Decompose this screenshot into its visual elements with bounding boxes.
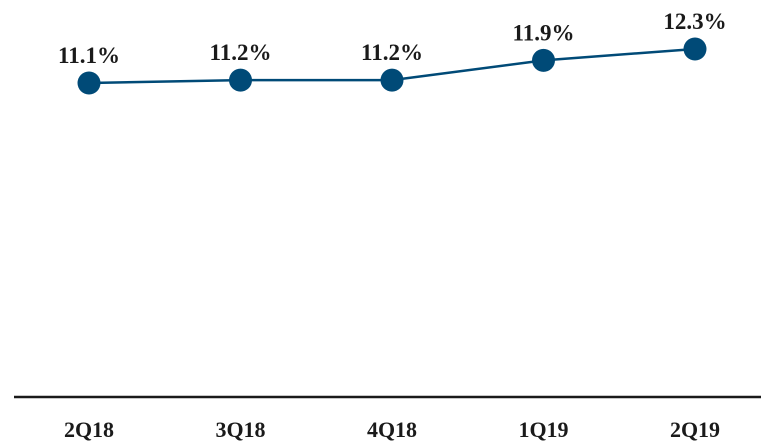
x-tick-label: 2Q18 xyxy=(64,417,114,442)
data-point-marker xyxy=(532,48,555,72)
series-line-segment xyxy=(543,47,696,62)
series-line-segment xyxy=(391,59,544,82)
x-tick-label-layer: 2Q18 3Q18 4Q18 1Q19 2Q19 xyxy=(64,417,720,442)
data-label: 12.3% xyxy=(663,9,726,34)
x-tick-label: 1Q19 xyxy=(518,417,568,442)
data-point-marker xyxy=(683,37,707,61)
data-label-layer: 11.1% 11.2% 11.2% 11.9% 12.3% xyxy=(58,9,727,68)
series-layer xyxy=(88,47,696,85)
x-tick-label: 4Q18 xyxy=(367,417,417,442)
data-point-marker xyxy=(229,68,252,92)
x-tick-label: 3Q18 xyxy=(215,417,265,442)
series-line-segment xyxy=(88,78,241,85)
data-label: 11.9% xyxy=(513,20,575,45)
data-point-marker xyxy=(380,68,404,92)
data-label: 11.1% xyxy=(58,43,120,68)
marker-layer xyxy=(77,37,707,95)
data-label: 11.2% xyxy=(210,40,272,65)
x-tick-label: 2Q19 xyxy=(670,417,720,442)
data-label: 11.2% xyxy=(361,40,423,65)
data-point-marker xyxy=(77,71,101,95)
